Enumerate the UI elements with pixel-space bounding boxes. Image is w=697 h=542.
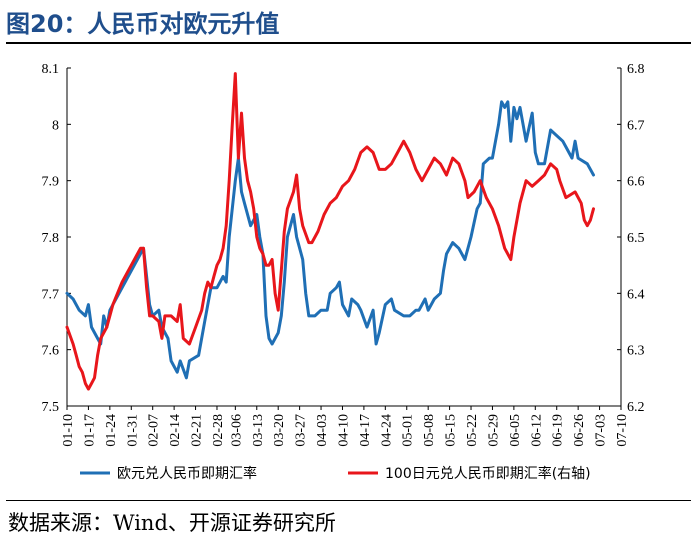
x-tick-label: 03-20: [272, 414, 287, 447]
left-tick-label: 7.6: [42, 344, 60, 359]
legend-label-eur: 欧元兑人民币即期汇率: [117, 465, 257, 482]
x-tick-label: 01-24: [104, 414, 119, 447]
source-divider: [6, 500, 691, 501]
x-tick-label: 06-26: [572, 414, 587, 447]
x-tick-label: 05-29: [486, 414, 501, 447]
legend-label-jpy: 100日元兑人民币即期汇率(右轴): [385, 465, 591, 482]
right-tick-label: 6.7: [627, 118, 645, 133]
right-tick-label: 6.2: [627, 400, 645, 415]
x-tick-label: 05-01: [401, 414, 416, 447]
x-tick-label: 05-22: [465, 414, 480, 447]
left-tick-label: 7.8: [42, 231, 60, 246]
chart-axes: 7.5 7.6 7.7 7.8 7.9 8 8.1 6.2 6.3 6.4 6.5 6.6 6.7 6.8…: [42, 62, 645, 447]
x-tick-label: 06-19: [551, 414, 566, 447]
x-tick-label: 03-06: [229, 414, 244, 447]
title-divider: [6, 42, 691, 44]
data-source: 数据来源：Wind、开源证券研究所: [8, 511, 336, 535]
right-tick-label: 6.8: [627, 62, 645, 77]
x-tick-label: 05-15: [444, 414, 459, 447]
x-tick-label: 04-24: [379, 414, 394, 447]
x-tick-label: 02-28: [211, 414, 226, 447]
x-tick-label: 01-10: [61, 414, 76, 447]
chart-series: [65, 72, 595, 391]
right-tick-label: 6.5: [627, 231, 645, 246]
right-tick-label: 6.3: [627, 344, 645, 359]
x-tick-label: 02-07: [147, 414, 162, 447]
x-tick-label: 04-03: [315, 414, 330, 447]
left-tick-label: 7.5: [42, 400, 60, 415]
x-tick-label: 07-10: [615, 414, 630, 447]
x-tick-label: 04-10: [336, 414, 351, 447]
right-tick-label: 6.4: [627, 287, 645, 302]
x-tick-label: 01-17: [82, 414, 97, 447]
page-title: 图20：人民币对欧元升值: [6, 10, 280, 38]
x-tick-label: 07-03: [594, 414, 609, 447]
x-tick-label: 03-13: [251, 414, 266, 447]
x-tick-label: 03-27: [294, 414, 309, 447]
x-tick-label: 01-31: [125, 414, 140, 447]
x-tick-label: 06-12: [529, 414, 544, 447]
x-tick-label: 02-14: [168, 414, 183, 447]
x-tick-label: 02-21: [190, 414, 205, 447]
left-tick-label: 7.7: [42, 287, 60, 302]
exchange-rate-chart: 7.5 7.6 7.7 7.8 7.9 8 8.1 6.2 6.3 6.4 6.5 6.6 6.7 6.8…: [42, 62, 645, 482]
x-tick-label: 04-17: [358, 414, 373, 447]
left-tick-label: 8.1: [42, 62, 60, 77]
x-tick-label: 05-08: [422, 414, 437, 447]
chart-legend: 欧元兑人民币即期汇率 100日元兑人民币即期汇率(右轴): [80, 465, 591, 482]
left-tick-label: 7.9: [42, 175, 60, 190]
right-tick-label: 6.6: [627, 175, 645, 190]
left-tick-label: 8: [52, 118, 59, 133]
x-tick-label: 06-05: [508, 414, 523, 447]
series-line-jpy: [65, 72, 595, 391]
